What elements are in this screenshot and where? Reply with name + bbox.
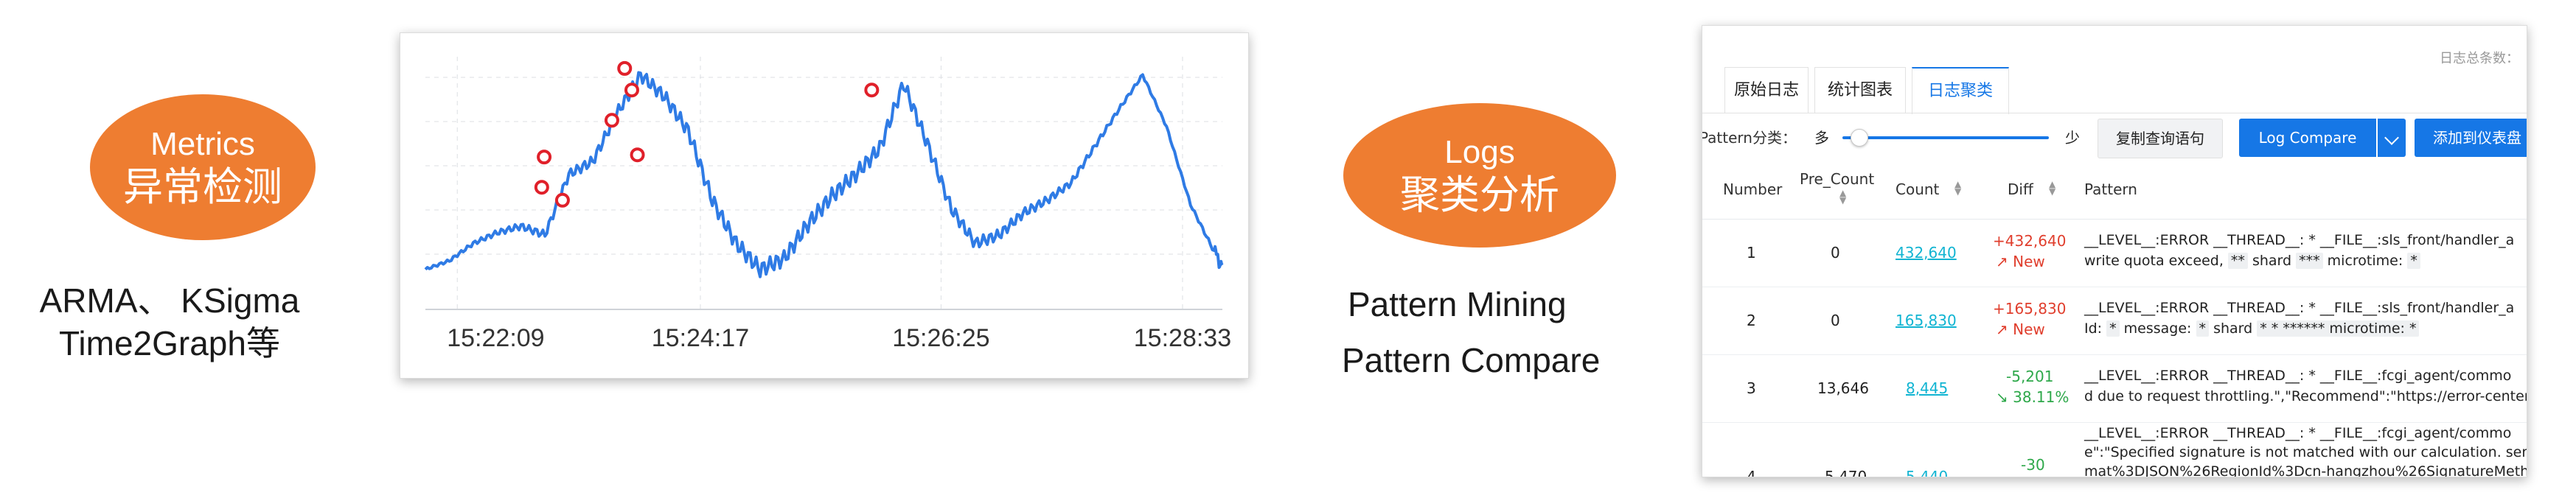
x-axis-ticks: 15:22:09 15:24:17 15:26:25 15:28:33 bbox=[447, 324, 1231, 352]
anomaly-point[interactable] bbox=[604, 113, 619, 128]
add-to-dashboard-button[interactable]: 添加到仪表盘 bbox=[2415, 119, 2527, 157]
trend-up-icon: ↗ bbox=[1996, 253, 2008, 270]
col-number[interactable]: Number bbox=[1723, 180, 1783, 198]
logs-caption-line1: Pattern Mining bbox=[1348, 285, 1567, 323]
log-compare-dropdown[interactable] bbox=[2378, 119, 2406, 157]
row-number: 4 bbox=[1747, 468, 1756, 477]
row-pattern-line3: mat%3DJSON%26RegionId%3Dcn-hangzhou%26Si… bbox=[2084, 463, 2527, 477]
row-pattern-line2: d due to request throttling.","Recommend… bbox=[2084, 388, 2527, 404]
row-diff: +432,640 bbox=[1993, 232, 2067, 250]
copy-query-button[interactable]: 复制查询语句 bbox=[2098, 119, 2223, 158]
metric-line-chart: 15:22:09 15:24:17 15:26:25 15:28:33 bbox=[424, 57, 1231, 352]
row-diff: +165,830 bbox=[1993, 300, 2067, 318]
col-pattern: Pattern bbox=[2084, 180, 2137, 198]
row-count-link[interactable]: 432,640 bbox=[1896, 244, 1957, 262]
row-diff-new: ↗ New bbox=[1996, 320, 2045, 338]
logs-caption-line2: Pattern Compare bbox=[1342, 341, 1601, 379]
anomaly-point[interactable] bbox=[864, 83, 880, 98]
row-count-link[interactable]: 165,830 bbox=[1896, 312, 1957, 329]
row-diff: -5,201 bbox=[2006, 368, 2054, 385]
slider-right-label: 少 bbox=[2065, 129, 2080, 147]
row-pre-count: 13,646 bbox=[1817, 379, 1869, 397]
row-pattern-line2: Id: * message: * shard * * ****** microt… bbox=[2084, 320, 2420, 337]
logs-oval-title: Logs bbox=[1444, 134, 1515, 170]
anomaly-point[interactable] bbox=[554, 192, 570, 208]
row-number: 1 bbox=[1747, 244, 1756, 262]
table-row: 1 0 432,640 +432,640 ↗ New __LEVEL__:ERR… bbox=[1702, 219, 2527, 287]
slider-left-label: 多 bbox=[1814, 129, 1829, 147]
log-cluster-panel: 日志总条数： 原始日志 统计图表 日志聚类 Pattern分类： 多 少 复制查… bbox=[1702, 25, 2527, 477]
anomaly-points bbox=[534, 60, 880, 208]
row-pre-count: 0 bbox=[1831, 244, 1840, 262]
x-tick-label: 15:28:33 bbox=[1134, 324, 1231, 352]
row-pre-count: 0 bbox=[1831, 312, 1840, 329]
logs-oval: Logs 聚类分析 bbox=[1343, 103, 1616, 248]
col-pre-count[interactable]: Pre_Count bbox=[1800, 170, 1875, 188]
tab-log-clustering[interactable]: 日志聚类 bbox=[1912, 67, 2009, 114]
x-tick-label: 15:26:25 bbox=[892, 324, 989, 352]
anomaly-point[interactable] bbox=[534, 180, 549, 195]
row-pattern-line1: __LEVEL__:ERROR __THREAD__: * __FILE__:s… bbox=[2084, 300, 2515, 316]
x-tick-label: 15:24:17 bbox=[652, 324, 749, 352]
row-pattern-line1: __LEVEL__:ERROR __THREAD__: * __FILE__:f… bbox=[2084, 368, 2512, 384]
table-header: Number Pre_Count ▲ ▼ Count ▲ ▼ Diff ▲ ▼ Pat… bbox=[1702, 164, 2527, 220]
metrics-oval: Metrics 异常检测 bbox=[90, 94, 316, 240]
row-number: 2 bbox=[1747, 312, 1756, 329]
trend-up-icon: ↗ bbox=[1996, 320, 2008, 338]
metric-series-line bbox=[424, 71, 1224, 278]
row-pattern-line1: __LEVEL__:ERROR __THREAD__: * __FILE__:f… bbox=[2084, 425, 2512, 441]
logs-oval-subtitle: 聚类分析 bbox=[1400, 172, 1559, 218]
col-diff[interactable]: Diff bbox=[2008, 180, 2033, 198]
row-pattern-line2: write quota exceed, ** shard *** microti… bbox=[2084, 253, 2420, 269]
sort-icon[interactable]: ▲ ▼ bbox=[1954, 179, 1962, 197]
table-row: 2 0 165,830 +165,830 ↗ New __LEVEL__:ERR… bbox=[1702, 287, 2527, 355]
trend-down-icon: ↘ bbox=[1996, 388, 2008, 406]
slider-handle[interactable] bbox=[1851, 129, 1869, 147]
chevron-down-icon bbox=[2384, 130, 2399, 145]
table-row: 3 13,646 8,445 -5,201 ↘ 38.11% __LEVEL__… bbox=[1702, 354, 2527, 423]
tab-raw-logs[interactable]: 原始日志 bbox=[1724, 67, 1809, 113]
row-diff-pct: ↘ 38.11% bbox=[1996, 388, 2069, 406]
log-compare-button[interactable]: Log Compare bbox=[2239, 119, 2376, 157]
sort-icon[interactable]: ▲ ▼ bbox=[2049, 179, 2056, 197]
metrics-oval-subtitle: 异常检测 bbox=[123, 164, 282, 210]
metrics-caption-line1: ARMA、 KSigma bbox=[39, 281, 300, 320]
row-diff: -30 bbox=[2021, 456, 2045, 474]
pattern-category-label: Pattern分类： bbox=[1702, 129, 1797, 147]
row-pattern-line1: __LEVEL__:ERROR __THREAD__: * __FILE__:s… bbox=[2084, 232, 2515, 248]
row-number: 3 bbox=[1747, 379, 1756, 397]
anomaly-point[interactable] bbox=[537, 150, 552, 165]
granularity-slider[interactable] bbox=[1842, 129, 2049, 147]
total-logs-label: 日志总条数： bbox=[2440, 51, 2519, 66]
metric-chart-panel: 15:22:09 15:24:17 15:26:25 15:28:33 bbox=[400, 32, 1249, 379]
row-count-link[interactable]: 8,445 bbox=[1906, 379, 1949, 397]
row-diff-new: ↗ New bbox=[1996, 253, 2045, 270]
row-pre-count: 5,470 bbox=[1825, 468, 1867, 477]
table-row: 4 5,470 5,440 -30 __LEVEL__:ERROR __THRE… bbox=[1702, 422, 2527, 477]
anomaly-point[interactable] bbox=[617, 60, 633, 76]
anomaly-point[interactable] bbox=[630, 147, 645, 163]
anomaly-point[interactable] bbox=[624, 83, 639, 98]
sort-icon[interactable]: ▲ ▼ bbox=[1839, 188, 1847, 206]
metrics-caption-line2: Time2Graph等 bbox=[59, 324, 280, 362]
row-count-link[interactable]: 5,440 bbox=[1906, 468, 1949, 477]
col-count[interactable]: Count bbox=[1896, 180, 1940, 198]
metrics-oval-title: Metrics bbox=[150, 126, 255, 162]
tab-statistics-chart[interactable]: 统计图表 bbox=[1814, 67, 1906, 113]
x-tick-label: 15:22:09 bbox=[447, 324, 544, 352]
row-pattern-line2: e":"Specified signature is not matched w… bbox=[2084, 444, 2527, 460]
